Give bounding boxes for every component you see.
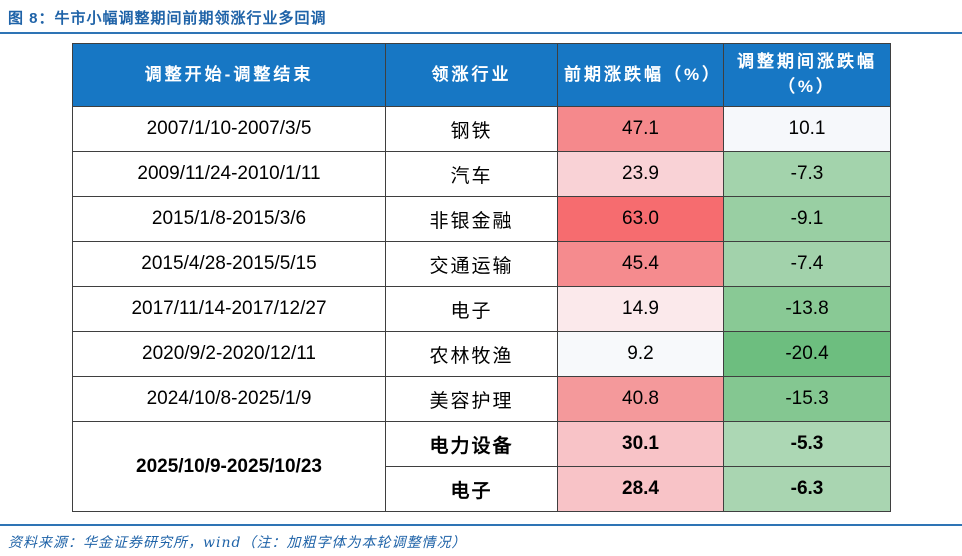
prior-change-cell: 9.2 — [557, 331, 724, 377]
industry-cell: 钢铁 — [385, 106, 558, 152]
table-row-current-adjustment: 电子 28.4 -6.3 — [73, 466, 891, 512]
table-row: 2009/11/24-2010/1/11 汽车 23.9 -7.3 — [72, 151, 891, 197]
industry-cell: 电子 — [385, 286, 558, 332]
adjustment-periods-table: 调整开始-调整结束 领涨行业 前期涨跌幅（%） 调整期间涨跌幅（%） 2007/… — [72, 43, 891, 512]
header-during-change: 调整期间涨跌幅（%） — [723, 43, 891, 107]
prior-change-cell: 45.4 — [557, 241, 724, 287]
header-industry: 领涨行业 — [385, 43, 558, 107]
table-row-current-adjustment: 2025/10/9-2025/10/23 电力设备 30.1 -5.3 — [72, 421, 891, 512]
during-change-cell: -7.3 — [723, 151, 891, 197]
period-cell: 2015/1/8-2015/3/6 — [72, 196, 386, 242]
table-header: 调整开始-调整结束 领涨行业 前期涨跌幅（%） 调整期间涨跌幅（%） — [72, 43, 891, 107]
during-change-cell: -20.4 — [723, 331, 891, 377]
period-cell: 2020/9/2-2020/12/11 — [72, 331, 386, 377]
table-row: 2017/11/14-2017/12/27 电子 14.9 -13.8 — [72, 286, 891, 332]
prior-change-cell: 28.4 — [557, 466, 724, 512]
table-body: 2007/1/10-2007/3/5 钢铁 47.1 10.1 2009/11/… — [72, 106, 891, 512]
table-row: 2015/4/28-2015/5/15 交通运输 45.4 -7.4 — [72, 241, 891, 287]
period-cell: 2024/10/8-2025/1/9 — [72, 376, 386, 422]
prior-change-cell: 14.9 — [557, 286, 724, 332]
table-row: 2020/9/2-2020/12/11 农林牧渔 9.2 -20.4 — [72, 331, 891, 377]
industry-cell: 美容护理 — [385, 376, 558, 422]
table-row: 2024/10/8-2025/1/9 美容护理 40.8 -15.3 — [72, 376, 891, 422]
figure-title: 图 8：牛市小幅调整期间前期领涨行业多回调 — [8, 10, 327, 27]
industry-cell: 汽车 — [385, 151, 558, 197]
header-period: 调整开始-调整结束 — [72, 43, 386, 107]
during-change-cell: -5.3 — [723, 421, 891, 467]
during-change-cell: -13.8 — [723, 286, 891, 332]
during-change-cell: 10.1 — [723, 106, 891, 152]
prior-change-cell: 40.8 — [557, 376, 724, 422]
during-change-cell: -9.1 — [723, 196, 891, 242]
period-cell: 2017/11/14-2017/12/27 — [72, 286, 386, 332]
period-cell: 2015/4/28-2015/5/15 — [72, 241, 386, 287]
table-row: 2015/1/8-2015/3/6 非银金融 63.0 -9.1 — [72, 196, 891, 242]
table-row: 2007/1/10-2007/3/5 钢铁 47.1 10.1 — [72, 106, 891, 152]
period-cell-merged: 2025/10/9-2025/10/23 — [72, 421, 386, 512]
period-cell: 2009/11/24-2010/1/11 — [72, 151, 386, 197]
source-note: 资料来源：华金证券研究所，wind（注：加粗字体为本轮调整情况） — [8, 535, 467, 551]
industry-cell: 电力设备 — [385, 421, 558, 467]
prior-change-cell: 23.9 — [557, 151, 724, 197]
prior-change-cell: 47.1 — [557, 106, 724, 152]
during-change-cell: -6.3 — [723, 466, 891, 512]
prior-change-cell: 63.0 — [557, 196, 724, 242]
header-row: 调整开始-调整结束 领涨行业 前期涨跌幅（%） 调整期间涨跌幅（%） — [72, 43, 891, 107]
title-divider — [0, 32, 962, 34]
industry-cell: 电子 — [385, 466, 558, 512]
industry-cell: 交通运输 — [385, 241, 558, 287]
industry-cell: 非银金融 — [385, 196, 558, 242]
during-change-cell: -7.4 — [723, 241, 891, 287]
footer-divider — [0, 524, 962, 526]
period-cell: 2007/1/10-2007/3/5 — [72, 106, 386, 152]
during-change-cell: -15.3 — [723, 376, 891, 422]
prior-change-cell: 30.1 — [557, 421, 724, 467]
industry-cell: 农林牧渔 — [385, 331, 558, 377]
header-prior-change: 前期涨跌幅（%） — [557, 43, 724, 107]
